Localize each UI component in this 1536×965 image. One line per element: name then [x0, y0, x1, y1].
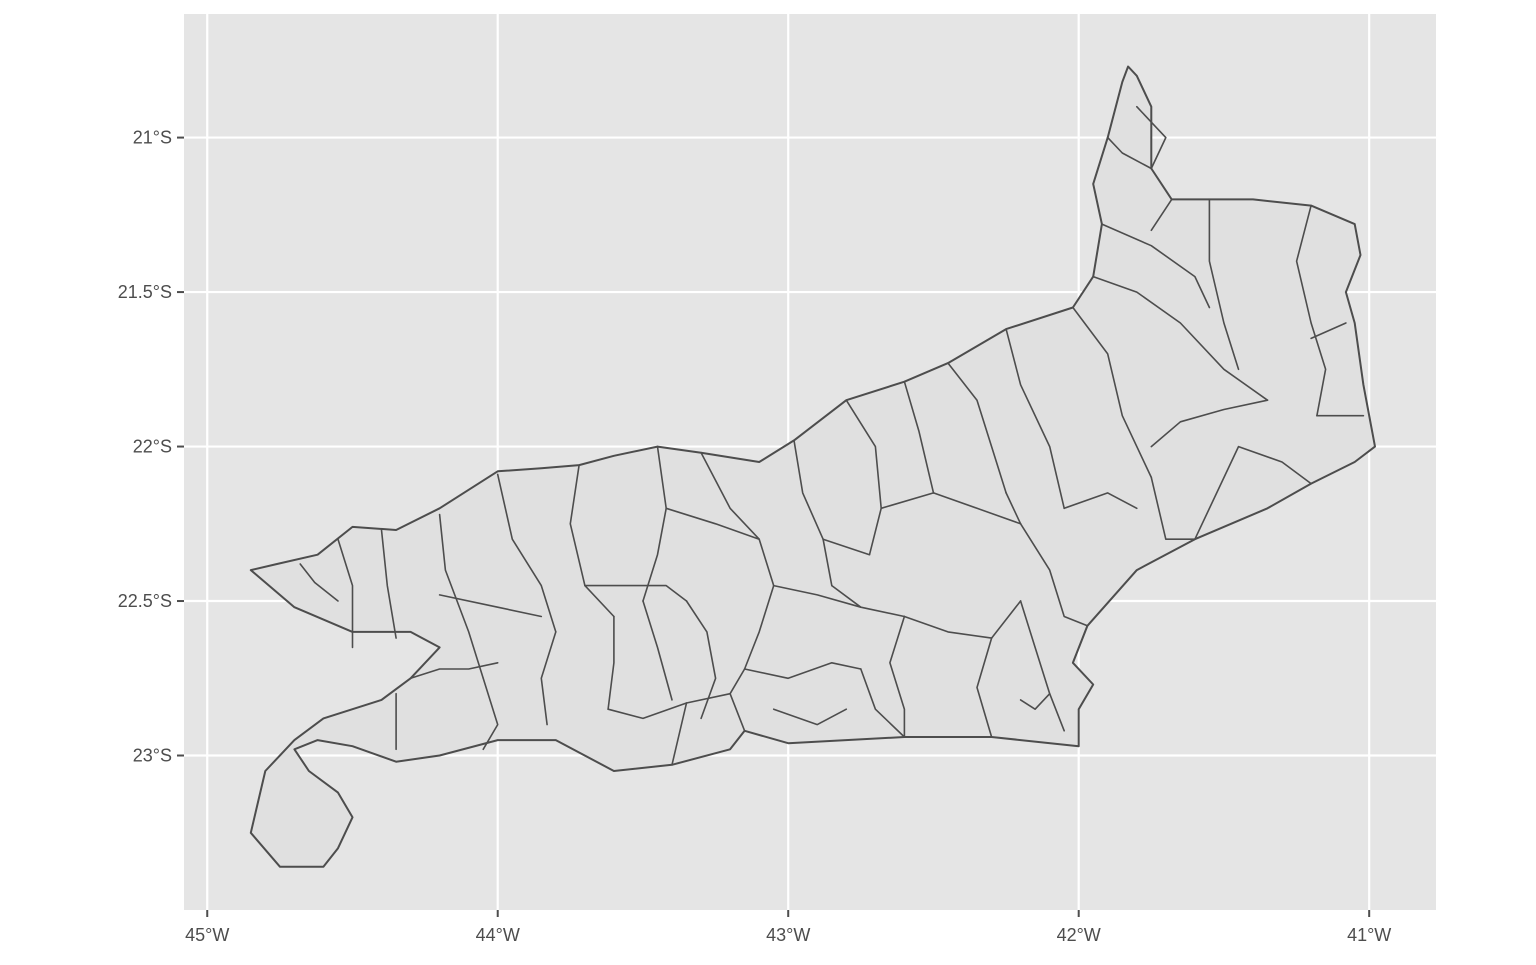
y-tick-label: 23°S [133, 746, 172, 766]
municipality-border [772, 584, 906, 618]
municipality-border [438, 594, 543, 618]
municipality-border [1150, 476, 1196, 540]
x-tick-label: 44°W [476, 925, 520, 945]
municipality-border [976, 637, 993, 738]
municipality-border [831, 584, 862, 608]
municipality-border [1019, 523, 1089, 627]
municipality-border [700, 451, 775, 587]
municipality-border [845, 399, 882, 556]
municipality-border [540, 631, 557, 726]
municipality-regions [249, 65, 1376, 868]
municipality-border [903, 380, 935, 494]
y-tick-label: 21.5°S [118, 282, 172, 302]
axes: 45°W 44°W 43°W 42°W 41°W 21°S 21.5°S 22°S 22.5°S… [118, 128, 1392, 945]
municipality-border [793, 439, 833, 587]
municipality-border [1194, 445, 1312, 540]
municipality-border [1072, 306, 1153, 479]
municipality-border [665, 507, 760, 540]
municipality-border [1150, 198, 1173, 232]
municipality-border [607, 615, 615, 710]
municipality-border [1101, 223, 1211, 309]
municipality-border [1310, 322, 1347, 340]
municipality-border [482, 677, 499, 751]
municipality-border [729, 584, 775, 695]
municipality-border [889, 615, 906, 738]
municipality-border [1208, 198, 1240, 371]
municipality-border [438, 513, 484, 680]
municipality-border [1092, 275, 1269, 401]
municipality-border [409, 662, 499, 680]
municipality-border [772, 708, 848, 726]
municipality-border [642, 445, 667, 602]
municipality-border [947, 362, 1007, 494]
municipality-border [932, 492, 1022, 525]
municipality-border [496, 473, 557, 633]
y-tick-label: 22.5°S [118, 591, 172, 611]
y-tick-label: 22°S [133, 437, 172, 457]
municipality-border [1150, 399, 1269, 448]
municipality-border [729, 692, 746, 732]
municipality-border [743, 662, 862, 680]
x-tick-label: 45°W [185, 925, 229, 945]
municipality-border [299, 563, 339, 602]
municipality-border [584, 584, 688, 602]
municipality-border [1005, 328, 1065, 510]
municipality-border [1072, 625, 1089, 664]
municipality-border [607, 692, 731, 720]
municipality-border [1136, 105, 1167, 170]
municipality-border [380, 529, 397, 639]
municipality-border [1106, 136, 1153, 170]
municipality-border [1005, 492, 1022, 525]
municipality-border [1019, 692, 1051, 710]
municipality-border [880, 492, 935, 510]
municipality-border [1063, 492, 1138, 510]
municipality-border [569, 464, 615, 618]
x-tick-label: 42°W [1057, 925, 1101, 945]
municipality-border [671, 702, 688, 766]
x-tick-label: 43°W [766, 925, 810, 945]
municipality-border [642, 600, 673, 701]
x-tick-label: 41°W [1347, 925, 1391, 945]
municipality-border [337, 538, 354, 649]
municipality-border [822, 538, 871, 556]
municipality-border [1019, 600, 1065, 732]
municipality-border [903, 600, 1022, 639]
municipality-border [860, 668, 906, 738]
municipality-border [1295, 204, 1327, 417]
y-tick-label: 21°S [133, 128, 172, 148]
